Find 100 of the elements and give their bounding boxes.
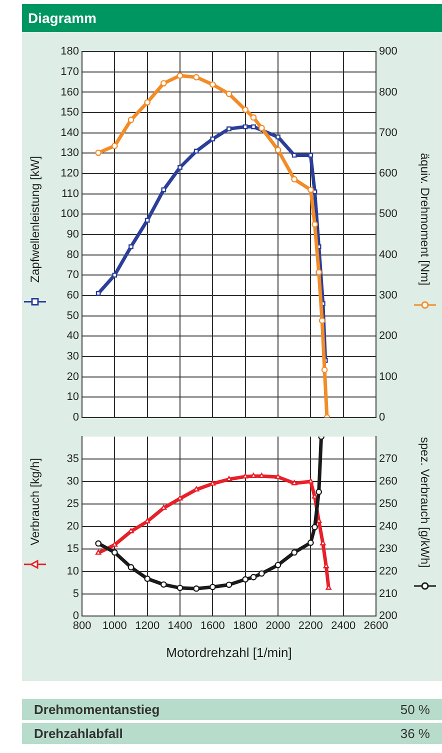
point — [95, 550, 102, 555]
y2-tick-label: 230 — [379, 542, 398, 555]
point — [111, 142, 118, 150]
point — [258, 570, 265, 577]
y-tick-label: 30 — [66, 350, 79, 362]
x-tick-label: 2200 — [298, 620, 323, 632]
point — [321, 366, 328, 374]
y2-tick-label: 220 — [379, 565, 398, 578]
point — [95, 150, 102, 156]
x-tick-label: 2600 — [364, 620, 388, 632]
point — [316, 488, 322, 496]
y2-tick-label: 500 — [379, 208, 398, 220]
point — [291, 176, 298, 182]
y2-tick-label: 210 — [379, 588, 398, 600]
y2-tick-label: 900 — [379, 46, 398, 58]
point — [308, 152, 314, 158]
y-tick-label: 70 — [66, 269, 79, 282]
y2-tick-label: 240 — [379, 520, 398, 532]
y-tick-label: 80 — [66, 248, 79, 261]
point — [128, 116, 134, 124]
y2-tick-label: 0 — [379, 411, 386, 424]
y-tick-label: 20 — [66, 370, 79, 383]
y2-tick-label: 400 — [379, 248, 398, 261]
y-tick-label: 25 — [66, 498, 79, 510]
y2-tick-label: 200 — [379, 330, 398, 342]
y-tick-label: 90 — [66, 228, 79, 241]
y2-tick-label: 260 — [379, 476, 398, 488]
point — [96, 290, 101, 296]
point — [307, 186, 314, 193]
y-axis-title: Verbrauch [kg/h] — [28, 458, 42, 546]
y-tick-label: 35 — [66, 453, 79, 466]
point — [250, 114, 257, 121]
point — [226, 126, 232, 132]
y-tick-label: 0 — [72, 411, 79, 424]
y-tick-label: 110 — [61, 188, 79, 200]
x-tick-label: 1400 — [168, 620, 192, 632]
y2-tick-label: 100 — [379, 370, 398, 383]
point — [274, 146, 282, 154]
y-tick-label: 10 — [66, 565, 79, 578]
x-axis-title: Motordrehzahl [1/min] — [166, 644, 292, 660]
y-tick-label: 5 — [72, 588, 79, 600]
y2-tick-label: 300 — [379, 290, 398, 302]
y-tick-label: 180 — [60, 46, 79, 58]
x-tick-label: 2000 — [266, 620, 290, 632]
text: Drehzahlabfall — [34, 726, 123, 741]
y-tick-label: 40 — [66, 330, 79, 342]
y2-axis-title: spez. Verbrauch [g/kWh] — [418, 436, 432, 568]
y-tick-label: 0 — [72, 610, 79, 622]
point — [193, 585, 200, 592]
y-tick-label: 60 — [66, 290, 79, 302]
point — [291, 480, 298, 486]
x-tick-label: 800 — [72, 620, 92, 632]
point — [242, 124, 248, 130]
point — [226, 90, 232, 98]
point — [144, 218, 150, 223]
point — [112, 272, 118, 278]
point — [111, 549, 118, 556]
point — [144, 99, 151, 106]
point — [160, 581, 167, 588]
y-tick-label: 130 — [60, 147, 79, 160]
point — [274, 562, 282, 568]
y-tick-label: 10 — [66, 391, 79, 404]
y2-tick-label: 250 — [379, 498, 398, 510]
point — [242, 576, 249, 583]
point — [307, 540, 314, 546]
point — [194, 148, 199, 154]
y-tick-label: 170 — [60, 66, 79, 78]
point — [176, 72, 184, 79]
y-axis-title: Zapfwellenleistung [kW] — [28, 156, 42, 283]
point — [209, 81, 216, 88]
point — [292, 152, 297, 158]
x-tick-label: 1600 — [200, 620, 225, 632]
y-tick-label: 140 — [60, 126, 79, 139]
x-tick-label: 1200 — [135, 620, 160, 632]
point — [176, 584, 184, 592]
text: Drehmomentanstieg — [34, 702, 160, 717]
point — [316, 269, 322, 276]
chart-title: Diagramm — [22, 4, 442, 32]
point — [226, 582, 232, 588]
text: 50 % — [400, 702, 430, 717]
y2-tick-label: 800 — [379, 86, 398, 98]
y-tick-label: 50 — [66, 310, 79, 322]
y-tick-label: 20 — [66, 520, 79, 532]
text: 36 % — [400, 726, 430, 741]
point — [128, 564, 134, 570]
x-tick-label: 2400 — [331, 620, 356, 632]
point — [242, 106, 249, 113]
point — [95, 540, 102, 547]
point — [250, 574, 257, 580]
x-tick-label: 1800 — [233, 620, 258, 632]
y2-tick-label: 270 — [379, 453, 398, 466]
y-tick-label: 120 — [60, 168, 79, 180]
point — [251, 124, 256, 130]
point — [276, 134, 280, 140]
y2-tick-label: 200 — [379, 610, 398, 622]
y2-tick-label: 600 — [379, 168, 398, 180]
point — [210, 136, 216, 142]
x-tick-label: 1000 — [102, 620, 127, 632]
point — [258, 124, 265, 132]
point — [144, 576, 151, 582]
